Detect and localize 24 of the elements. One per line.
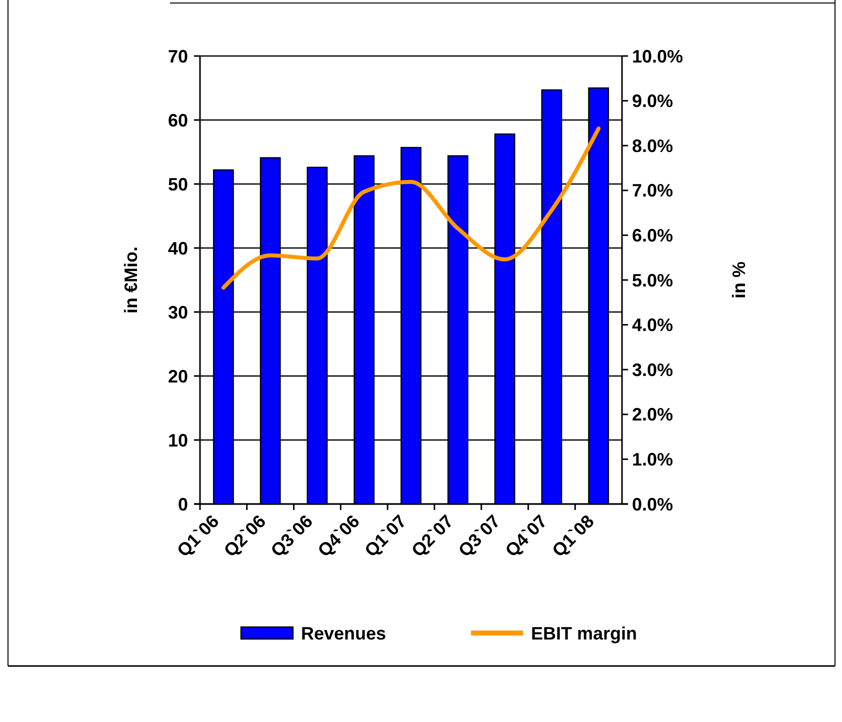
y-tick-label: 20 [168, 366, 188, 386]
y-tick-label: 70 [168, 46, 188, 66]
y2-tick-label: 8.0% [632, 136, 674, 156]
y-tick-label: 0 [178, 494, 188, 514]
y-tick-label: 30 [168, 302, 188, 322]
y2-tick-label: 9.0% [632, 91, 674, 112]
y-tick-label: 50 [168, 174, 188, 194]
y2-tick-label: 4.0% [632, 315, 674, 336]
y-tick-label: 60 [168, 110, 188, 130]
y-tick-label: 40 [168, 238, 188, 258]
y2-tick-label: 1.0% [632, 450, 674, 470]
y2-tick-label: 5.0% [632, 270, 674, 290]
legend-label: Revenues [301, 623, 386, 644]
y2-tick-label: 3.0% [632, 360, 674, 380]
y2-tick-label: 2.0% [632, 404, 674, 425]
y2-axis-title: in % [729, 261, 749, 299]
y-tick-label: 10 [168, 430, 188, 450]
line-series [221, 126, 601, 290]
y-axis-title: in €Mio. [121, 246, 141, 314]
legend-label: EBIT margin [531, 623, 638, 644]
y2-tick-label: 10.0% [632, 46, 684, 66]
y2-tick-label: 0.0% [632, 494, 674, 514]
y2-tick-label: 7.0% [632, 180, 674, 201]
y2-tick-label: 6.0% [632, 226, 674, 246]
